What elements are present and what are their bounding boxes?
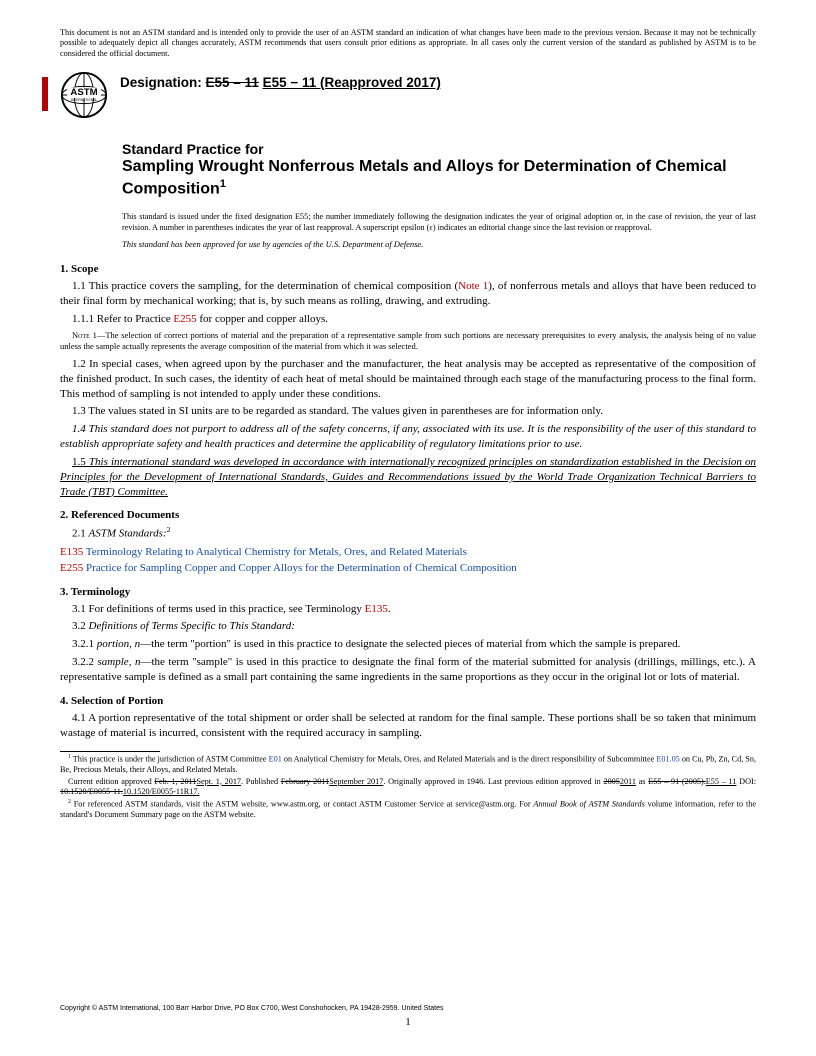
copyright-line: Copyright © ASTM International, 100 Barr… [60, 1005, 444, 1012]
footnote-1: 1 This practice is under the jurisdictio… [60, 754, 756, 776]
e255-link[interactable]: E255 [173, 313, 196, 325]
e135-link-2[interactable]: E135 [365, 603, 388, 615]
para-3.2: 3.2 Definitions of Terms Specific to Thi… [60, 619, 756, 634]
section-4-head: 4. Selection of Portion [60, 695, 756, 707]
title-text: Sampling Wrought Nonferrous Metals and A… [122, 158, 727, 197]
note1-link[interactable]: Note 1 [458, 280, 488, 292]
e135-title[interactable]: Terminology Relating to Analytical Chemi… [83, 546, 467, 558]
ref-e135: E135 Terminology Relating to Analytical … [60, 545, 756, 560]
section-1-head: 1. Scope [60, 263, 756, 275]
footnote-1-edition: Current edition approved Feb. 1, 2011Sep… [60, 777, 756, 798]
para-1.1.1: 1.1.1 Refer to Practice E255 for copper … [60, 312, 756, 327]
page-number: 1 [0, 1016, 816, 1028]
note-1: Note 1—The selection of correct portions… [60, 330, 756, 352]
para-1.1: 1.1 This practice covers the sampling, f… [60, 279, 756, 309]
para-4.1: 4.1 A portion representative of the tota… [60, 711, 756, 741]
title-prefix: Standard Practice for [122, 141, 756, 157]
para-3.1: 3.1 For definitions of terms used in thi… [60, 602, 756, 617]
title-main: Sampling Wrought Nonferrous Metals and A… [122, 157, 756, 199]
para-1.3: 1.3 The values stated in SI units are to… [60, 404, 756, 419]
designation-label: Designation: [120, 75, 202, 90]
title-sup: 1 [220, 178, 226, 190]
svg-text:ASTM: ASTM [70, 87, 97, 98]
para-1.5: 1.5 This international standard was deve… [60, 455, 756, 500]
svg-text:INTERNATIONAL: INTERNATIONAL [71, 98, 98, 102]
issuance-note: This standard is issued under the fixed … [122, 211, 756, 233]
header-row: ASTM INTERNATIONAL Designation: E55 – 11… [60, 71, 756, 119]
para-2.1: 2.1 ASTM Standards:2 [60, 525, 756, 542]
designation-new: E55 − 11 (Reapproved 2017) [263, 75, 441, 90]
note-label: Note [72, 330, 90, 340]
e255-title[interactable]: Practice for Sampling Copper and Copper … [83, 562, 517, 574]
footnote-2: 2 For referenced ASTM standards, visit t… [60, 799, 756, 821]
title-block: Standard Practice for Sampling Wrought N… [122, 141, 756, 199]
designation-line: Designation: E55 – 11 E55 − 11 (Reapprov… [120, 75, 441, 90]
change-bar [42, 77, 48, 111]
top-disclaimer: This document is not an ASTM standard an… [60, 28, 756, 59]
e135-link[interactable]: E135 [60, 546, 83, 558]
ref-e255: E255 Practice for Sampling Copper and Co… [60, 561, 756, 576]
para-1.2: 1.2 In special cases, when agreed upon b… [60, 357, 756, 402]
section-3-head: 3. Terminology [60, 586, 756, 598]
designation-old: E55 – 11 [206, 75, 259, 90]
para-3.2.1: 3.2.1 portion, n—the term "portion" is u… [60, 637, 756, 652]
para-3.2.2: 3.2.2 sample, n—the term "sample" is use… [60, 655, 756, 685]
e0105-link[interactable]: E01.05 [656, 754, 679, 763]
para-1.4: 1.4 This standard does not purport to ad… [60, 422, 756, 452]
astm-logo: ASTM INTERNATIONAL [60, 71, 108, 119]
section-2-head: 2. Referenced Documents [60, 509, 756, 521]
dod-approval: This standard has been approved for use … [122, 239, 756, 249]
footnote-rule [60, 751, 160, 752]
e01-link[interactable]: E01 [269, 754, 282, 763]
e255-link-2[interactable]: E255 [60, 562, 83, 574]
